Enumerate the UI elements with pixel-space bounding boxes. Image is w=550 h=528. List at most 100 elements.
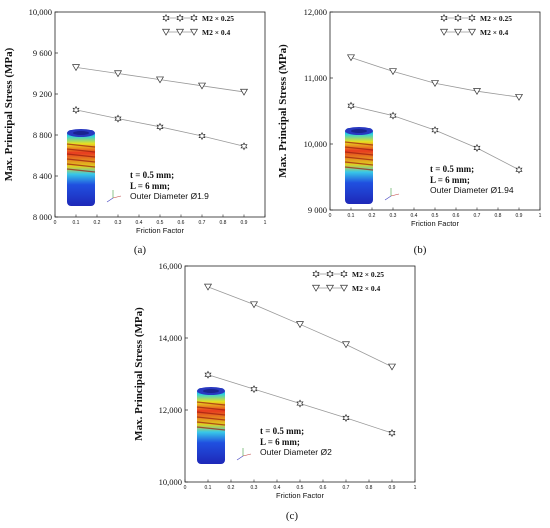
annotation-diameter: Outer Diameter Ø2	[260, 447, 332, 457]
legend-marker	[175, 28, 185, 36]
legend-marker	[468, 13, 476, 23]
x-tick-label: 0.4	[136, 220, 143, 226]
axis-triad-x	[242, 453, 252, 457]
x-tick-label: 0.8	[220, 220, 227, 226]
series-line-2	[350, 57, 520, 98]
y-tick-label: 12,000	[159, 405, 182, 415]
y-tick-label: 11,000	[304, 73, 327, 83]
y-tick-label: 10,000	[304, 139, 327, 149]
legend-marker	[311, 284, 321, 292]
y-axis-label: Max. Principal Stress (MPa)	[3, 47, 15, 181]
panel-label: (c)	[286, 510, 299, 522]
annotation-diameter: Outer Diameter Ø1.94	[430, 185, 514, 195]
series-1-point	[431, 126, 439, 135]
x-axis-label: Friction Factor	[136, 226, 184, 235]
x-tick-label: 1	[414, 485, 417, 491]
annotation-diameter: Outer Diameter Ø1.9	[130, 191, 209, 201]
legend-marker	[162, 13, 170, 23]
thread-band	[66, 153, 96, 158]
x-tick-label: 0.9	[516, 213, 523, 219]
panel-label: (a)	[134, 244, 147, 256]
y-tick-label: 9 000	[308, 205, 327, 215]
axis-triad-x	[390, 193, 400, 197]
panel-label: (b)	[414, 244, 427, 256]
series-2-point	[346, 54, 356, 62]
legend-marker	[325, 284, 335, 292]
legend-label: M2 × 0.25	[352, 270, 384, 279]
legend-marker	[312, 269, 320, 279]
series-2-point	[430, 80, 440, 88]
thread-band	[344, 146, 374, 151]
thread-band	[66, 163, 96, 168]
thread-band	[196, 426, 226, 431]
series-2-point	[472, 88, 482, 95]
series-2-point	[155, 76, 165, 84]
cylinder-body	[345, 128, 373, 204]
annotation-thickness: t = 0.5 mm;	[430, 164, 474, 174]
x-tick-label: 0.7	[474, 213, 481, 219]
series-1-point	[114, 114, 122, 123]
x-tick-label: 0.3	[115, 220, 122, 226]
series-2-point	[295, 321, 305, 329]
thread-band	[66, 158, 96, 163]
x-tick-label: 0.4	[274, 485, 281, 491]
legend-marker	[176, 13, 184, 23]
y-tick-label: 16,000	[159, 261, 182, 271]
y-tick-label: 14,000	[159, 333, 182, 343]
thread-band	[196, 406, 226, 411]
y-tick-label: 10,000	[29, 7, 52, 17]
x-tick-label: 0.9	[389, 485, 396, 491]
chart-panel-a: 8 000 8 400 8 800 9 200 9 600 10,000 0 0.1 0.2 0.…	[3, 7, 267, 256]
series-2-point	[71, 64, 81, 72]
chart-panel-c: 10,000 12,000 14,000 16,000 0 0.1 0.2 0.3 0.4 0.5…	[133, 261, 417, 522]
x-tick-label: 0	[54, 220, 57, 226]
series-1-point	[156, 122, 164, 131]
cylinder-bore	[73, 131, 89, 135]
series-2-point	[239, 88, 249, 96]
x-tick-label: 0.3	[390, 213, 397, 219]
legend-marker	[161, 28, 171, 36]
x-tick-label: 1	[539, 213, 542, 219]
series-2-point	[197, 82, 207, 90]
legend-marker	[439, 28, 449, 36]
x-tick-label: 0.6	[320, 485, 327, 491]
series-2-point	[203, 283, 213, 291]
series-2-point	[249, 301, 259, 309]
annotation-length: L = 6 mm;	[260, 437, 300, 447]
thread-band	[196, 411, 226, 416]
x-tick-label: 0	[329, 213, 332, 219]
legend-marker	[190, 13, 198, 23]
legend-marker	[339, 284, 349, 292]
y-tick-label: 12,000	[304, 7, 327, 17]
annotation-length: L = 6 mm;	[430, 175, 470, 185]
annotation-thickness: t = 0.5 mm;	[260, 426, 304, 436]
x-tick-label: 0.3	[251, 485, 258, 491]
series-2-point	[113, 70, 123, 78]
series-1-point	[198, 131, 206, 141]
legend-label: M2 × 0.4	[352, 284, 380, 293]
x-axis-label: Friction Factor	[276, 491, 324, 500]
series-1-point	[296, 399, 304, 408]
x-tick-label: 0.2	[228, 485, 235, 491]
cylinder-bore	[203, 389, 219, 393]
series-1-point	[204, 370, 212, 379]
x-tick-label: 0	[184, 485, 187, 491]
x-tick-label: 0.9	[241, 220, 248, 226]
cylinder-body	[67, 130, 95, 206]
series-2-point	[341, 341, 351, 349]
x-tick-label: 0.5	[157, 220, 164, 226]
annotation-thickness: t = 0.5 mm;	[130, 170, 174, 180]
thread-band	[344, 156, 374, 161]
axis-triad-x	[112, 195, 122, 199]
y-tick-label: 8 400	[33, 171, 52, 181]
x-tick-label: 0.7	[199, 220, 206, 226]
legend-label: M2 × 0.25	[480, 14, 512, 23]
legend-label: M2 × 0.4	[480, 28, 508, 37]
series-2-point	[514, 94, 524, 101]
series-1-point	[515, 165, 523, 174]
x-tick-label: 0.8	[495, 213, 502, 219]
thread-band	[344, 161, 374, 166]
thread-band	[66, 168, 96, 173]
x-tick-label: 0.6	[178, 220, 185, 226]
